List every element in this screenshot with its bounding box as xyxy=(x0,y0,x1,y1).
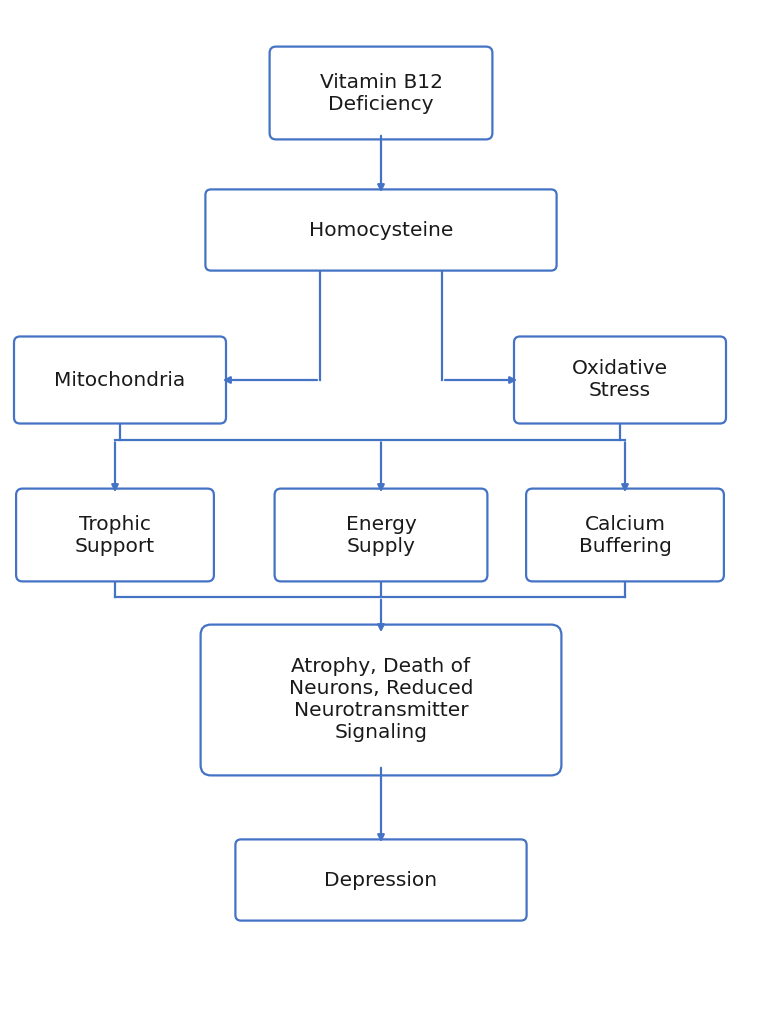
FancyBboxPatch shape xyxy=(514,337,726,423)
FancyBboxPatch shape xyxy=(16,488,214,581)
FancyBboxPatch shape xyxy=(236,839,526,921)
Text: Mitochondria: Mitochondria xyxy=(54,371,185,389)
Text: Oxidative
Stress: Oxidative Stress xyxy=(572,359,668,401)
FancyBboxPatch shape xyxy=(14,337,226,423)
Text: Trophic
Support: Trophic Support xyxy=(75,515,155,555)
FancyBboxPatch shape xyxy=(526,488,724,581)
Text: Depression: Depression xyxy=(324,870,437,890)
FancyBboxPatch shape xyxy=(269,46,492,139)
FancyBboxPatch shape xyxy=(205,190,556,271)
FancyBboxPatch shape xyxy=(275,488,488,581)
Text: Calcium
Buffering: Calcium Buffering xyxy=(578,515,671,555)
FancyBboxPatch shape xyxy=(201,624,562,776)
Text: Energy
Supply: Energy Supply xyxy=(346,515,417,555)
Text: Homocysteine: Homocysteine xyxy=(309,220,453,240)
Text: Vitamin B12
Deficiency: Vitamin B12 Deficiency xyxy=(320,72,443,113)
Text: Atrophy, Death of
Neurons, Reduced
Neurotransmitter
Signaling: Atrophy, Death of Neurons, Reduced Neuro… xyxy=(288,657,473,743)
